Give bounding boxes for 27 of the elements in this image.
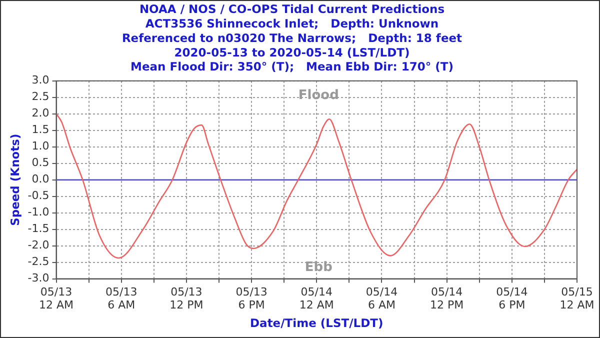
x-tick-label: 05/13 6 AM	[106, 285, 138, 312]
x-tick-label: 05/14 6 AM	[366, 285, 398, 312]
y-axis-title: Speed (Knots)	[8, 134, 22, 226]
y-tick-label: -1.5	[28, 222, 50, 236]
y-tick-label: -2.0	[28, 238, 50, 252]
x-tick-label: 05/14 12 PM	[430, 285, 464, 312]
y-tick-label: 2.0	[32, 106, 50, 120]
x-tick-label: 05/15 12 AM	[560, 285, 594, 312]
chart-subtitle: ACT3536 Shinnecock Inlet; Depth: Unknown Referenced to n03020 The Narrows; Depth: 18 feet 2020-05-13 to 2020-05-14 (LST/LDT) Mean Flood Dir: 350° (T); Mean Ebb Dir: 170° (T)	[122, 16, 463, 74]
y-tick-label: 1.0	[32, 140, 50, 153]
x-tick-label: 05/13 6 PM	[236, 285, 268, 312]
x-axis-title: Date/Time (LST/LDT)	[250, 316, 384, 330]
x-tick-label: 05/13 12 AM	[39, 285, 74, 312]
y-tick-label: 0.0	[32, 172, 50, 186]
line-series	[56, 113, 577, 259]
y-tick-label: -1.0	[28, 206, 50, 219]
y-tick-label: 3.0	[32, 74, 50, 87]
y-tick-label: -3.0	[28, 272, 50, 285]
y-tick-label: 1.5	[32, 123, 50, 136]
x-tick-label: 05/14 12 AM	[299, 285, 334, 312]
x-tick-label: 05/14 6 PM	[496, 285, 528, 312]
y-tick-label: 2.5	[32, 90, 50, 104]
y-tick-label: -2.5	[28, 255, 50, 268]
chart-title: NOAA / NOS / CO-OPS Tidal Current Predictions	[139, 2, 445, 16]
x-tick-label: 05/13 12 PM	[170, 285, 204, 312]
y-tick-label: -0.5	[28, 189, 50, 202]
y-tick-label: 0.5	[32, 156, 50, 170]
